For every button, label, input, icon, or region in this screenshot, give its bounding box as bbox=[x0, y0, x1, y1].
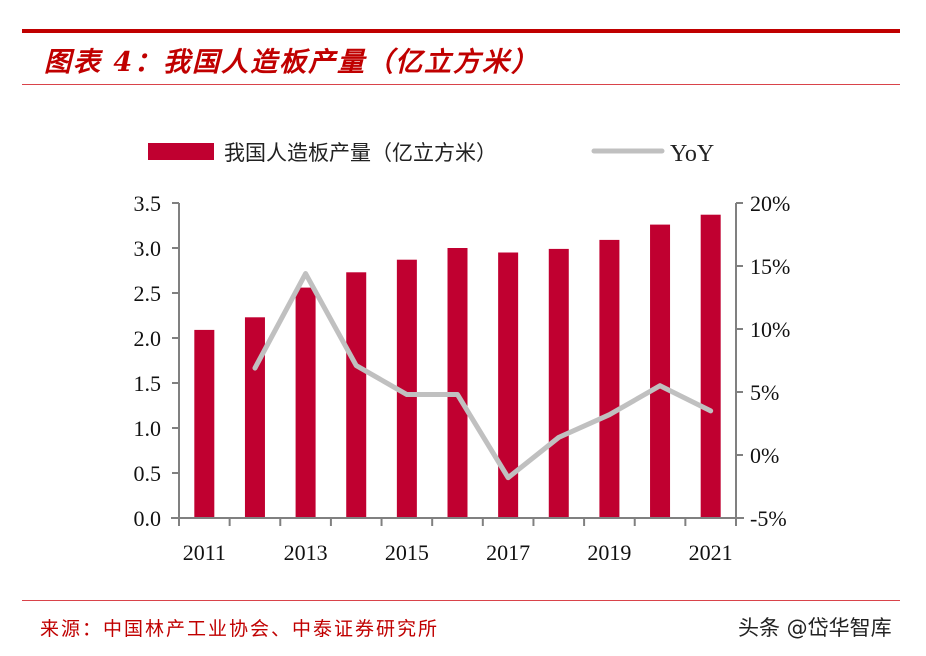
y-left-tick-label: 2.5 bbox=[134, 281, 162, 306]
bar-2018 bbox=[548, 248, 569, 518]
chart: 我国人造板产量（亿立方米） YoY 0.0 0.5 1.0 1.5 2.0 2.5 3.0 3… bbox=[134, 141, 791, 565]
tick-labels: 0.0 0.5 1.0 1.5 2.0 2.5 3.0 3.5 -5% 0% 5% 10% 15% 20%… bbox=[134, 191, 791, 565]
y-left-tick-label: 3.0 bbox=[134, 236, 162, 261]
bar-2014 bbox=[346, 272, 367, 518]
y-right-tick-label: -5% bbox=[750, 506, 787, 531]
y-left-tick-label: 3.5 bbox=[134, 191, 162, 216]
footer-rule bbox=[22, 600, 900, 601]
header-rule-thick bbox=[22, 29, 900, 33]
bar-2011 bbox=[194, 329, 215, 518]
legend-label-yoy: YoY bbox=[670, 141, 714, 167]
bar-2015 bbox=[396, 259, 417, 518]
y-left-tick-label: 2.0 bbox=[134, 326, 162, 351]
y-right-tick-label: 10% bbox=[750, 317, 790, 342]
bar-2016 bbox=[447, 248, 468, 518]
legend: 我国人造板产量（亿立方米） YoY bbox=[148, 141, 714, 167]
y-right-tick-label: 20% bbox=[750, 191, 790, 216]
legend-swatch-bar bbox=[148, 143, 214, 160]
bar-2021 bbox=[700, 214, 721, 518]
watermark: 头条 @岱华智库 bbox=[738, 616, 892, 640]
bar-2019 bbox=[599, 239, 620, 518]
bar-2017 bbox=[498, 252, 519, 518]
x-tick-label: 2017 bbox=[486, 540, 530, 565]
x-tick-label: 2015 bbox=[385, 540, 429, 565]
x-tick-label: 2019 bbox=[587, 540, 631, 565]
y-left-tick-label: 0.0 bbox=[134, 506, 162, 531]
yoy-series bbox=[252, 271, 714, 481]
figure-title: 图表 4：我国人造板产量（亿立方米） bbox=[44, 47, 541, 78]
bar-series bbox=[194, 214, 721, 518]
x-tick-label: 2021 bbox=[689, 540, 733, 565]
x-tick-label: 2013 bbox=[284, 540, 328, 565]
y-right-tick-label: 0% bbox=[750, 443, 779, 468]
yoy-line bbox=[252, 271, 714, 481]
legend-label-bar: 我国人造板产量（亿立方米） bbox=[224, 141, 497, 165]
y-left-tick-label: 1.5 bbox=[134, 371, 162, 396]
y-left-tick-label: 0.5 bbox=[134, 461, 162, 486]
y-right-tick-label: 5% bbox=[750, 380, 779, 405]
axes bbox=[171, 202, 744, 526]
bar-2012 bbox=[244, 317, 265, 518]
y-right-tick-label: 15% bbox=[750, 254, 790, 279]
bar-2020 bbox=[650, 224, 671, 518]
x-tick-label: 2011 bbox=[183, 540, 226, 565]
y-left-tick-label: 1.0 bbox=[134, 416, 162, 441]
bar-2013 bbox=[295, 287, 316, 518]
header-rule-thin bbox=[22, 84, 900, 85]
source-note: 来源：中国林产工业协会、中泰证券研究所 bbox=[40, 618, 440, 640]
